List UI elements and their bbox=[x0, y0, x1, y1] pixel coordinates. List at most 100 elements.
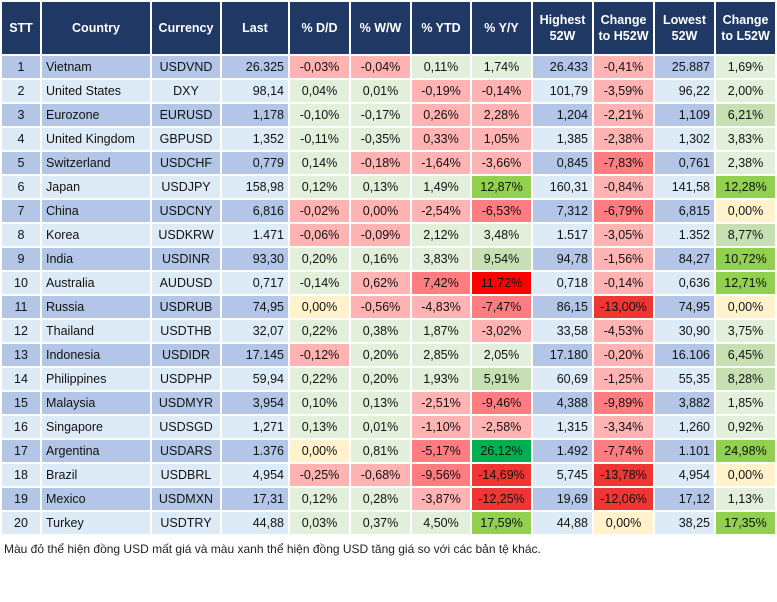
cell-dd: 0,22% bbox=[288, 318, 351, 344]
cell-stt: 11 bbox=[0, 294, 42, 320]
cell-stt: 8 bbox=[0, 222, 42, 248]
cell-stt: 13 bbox=[0, 342, 42, 368]
cell-chg-high: -6,79% bbox=[592, 198, 655, 224]
cell-ww: 0,20% bbox=[349, 342, 412, 368]
cell-country: Philippines bbox=[40, 366, 152, 392]
cell-stt: 2 bbox=[0, 78, 42, 104]
cell-ww: -0,18% bbox=[349, 150, 412, 176]
cell-currency: USDTHB bbox=[150, 318, 222, 344]
cell-ww: -0,35% bbox=[349, 126, 412, 152]
cell-last: 158,98 bbox=[220, 174, 290, 200]
cell-dd: 0,00% bbox=[288, 294, 351, 320]
cell-dd: -0,02% bbox=[288, 198, 351, 224]
cell-last: 6,816 bbox=[220, 198, 290, 224]
cell-stt: 19 bbox=[0, 486, 42, 512]
cell-yy: -9,46% bbox=[470, 390, 533, 416]
cell-last: 0,717 bbox=[220, 270, 290, 296]
cell-low: 0,761 bbox=[653, 150, 716, 176]
cell-chg-low: 1,85% bbox=[714, 390, 777, 416]
cell-ytd: -5,17% bbox=[410, 438, 472, 464]
cell-chg-low: 0,00% bbox=[714, 198, 777, 224]
cell-currency: USDMYR bbox=[150, 390, 222, 416]
cell-stt: 6 bbox=[0, 174, 42, 200]
cell-ww: 0,62% bbox=[349, 270, 412, 296]
cell-chg-high: -0,14% bbox=[592, 270, 655, 296]
cell-stt: 3 bbox=[0, 102, 42, 128]
cell-low: 96,22 bbox=[653, 78, 716, 104]
cell-yy: -6,53% bbox=[470, 198, 533, 224]
cell-currency: USDMXN bbox=[150, 486, 222, 512]
cell-yy: -0,14% bbox=[470, 78, 533, 104]
cell-low: 17,12 bbox=[653, 486, 716, 512]
cell-chg-high: -1,56% bbox=[592, 246, 655, 272]
cell-chg-low: 0,00% bbox=[714, 462, 777, 488]
cell-chg-high: 0,00% bbox=[592, 510, 655, 536]
table-row: 6 Japan USDJPY 158,98 0,12% 0,13% 1,49% 12,87% 1… bbox=[0, 174, 777, 200]
cell-chg-low: 2,38% bbox=[714, 150, 777, 176]
cell-high: 1,204 bbox=[531, 102, 594, 128]
cell-ytd: -1,64% bbox=[410, 150, 472, 176]
cell-yy: -2,58% bbox=[470, 414, 533, 440]
cell-yy: -7,47% bbox=[470, 294, 533, 320]
cell-stt: 12 bbox=[0, 318, 42, 344]
cell-country: Thailand bbox=[40, 318, 152, 344]
cell-chg-high: -1,25% bbox=[592, 366, 655, 392]
cell-ytd: 1,49% bbox=[410, 174, 472, 200]
cell-dd: -0,12% bbox=[288, 342, 351, 368]
cell-high: 17.180 bbox=[531, 342, 594, 368]
cell-chg-high: -13,78% bbox=[592, 462, 655, 488]
cell-stt: 7 bbox=[0, 198, 42, 224]
cell-country: Eurozone bbox=[40, 102, 152, 128]
cell-low: 84,27 bbox=[653, 246, 716, 272]
cell-low: 55,35 bbox=[653, 366, 716, 392]
cell-chg-high: -3,34% bbox=[592, 414, 655, 440]
cell-ww: 0,28% bbox=[349, 486, 412, 512]
cell-country: Russia bbox=[40, 294, 152, 320]
cell-high: 19,69 bbox=[531, 486, 594, 512]
table-row: 14 Philippines USDPHP 59,94 0,22% 0,20% 1,93% 5… bbox=[0, 366, 777, 392]
cell-ytd: 0,33% bbox=[410, 126, 472, 152]
cell-last: 32,07 bbox=[220, 318, 290, 344]
cell-currency: USDTRY bbox=[150, 510, 222, 536]
cell-ytd: 7,42% bbox=[410, 270, 472, 296]
cell-high: 44,88 bbox=[531, 510, 594, 536]
cell-yy: 26,12% bbox=[470, 438, 533, 464]
cell-yy: 17,59% bbox=[470, 510, 533, 536]
cell-high: 1.517 bbox=[531, 222, 594, 248]
table-row: 13 Indonesia USDIDR 17.145 -0,12% 0,20% 2,85% 2… bbox=[0, 342, 777, 368]
cell-yy: 12,87% bbox=[470, 174, 533, 200]
cell-stt: 20 bbox=[0, 510, 42, 536]
cell-low: 1,260 bbox=[653, 414, 716, 440]
table-row: 4 United Kingdom GBPUSD 1,352 -0,11% -0,35% 0,… bbox=[0, 126, 777, 152]
cell-chg-high: -7,83% bbox=[592, 150, 655, 176]
cell-last: 17,31 bbox=[220, 486, 290, 512]
cell-country: Brazil bbox=[40, 462, 152, 488]
cell-last: 1.376 bbox=[220, 438, 290, 464]
cell-currency: USDCHF bbox=[150, 150, 222, 176]
cell-currency: USDIDR bbox=[150, 342, 222, 368]
cell-ytd: -2,54% bbox=[410, 198, 472, 224]
cell-stt: 1 bbox=[0, 54, 42, 80]
cell-country: India bbox=[40, 246, 152, 272]
cell-ytd: -9,56% bbox=[410, 462, 472, 488]
cell-country: Singapore bbox=[40, 414, 152, 440]
cell-ww: 0,13% bbox=[349, 390, 412, 416]
cell-last: 3,954 bbox=[220, 390, 290, 416]
cell-last: 17.145 bbox=[220, 342, 290, 368]
cell-high: 1,315 bbox=[531, 414, 594, 440]
cell-ww: 0,01% bbox=[349, 78, 412, 104]
cell-yy: 1,05% bbox=[470, 126, 533, 152]
table-row: 10 Australia AUDUSD 0,717 -0,14% 0,62% 7,42% 11… bbox=[0, 270, 777, 296]
cell-ytd: 2,12% bbox=[410, 222, 472, 248]
cell-chg-high: -2,38% bbox=[592, 126, 655, 152]
cell-chg-low: 6,45% bbox=[714, 342, 777, 368]
cell-ww: 0,20% bbox=[349, 366, 412, 392]
cell-last: 74,95 bbox=[220, 294, 290, 320]
cell-low: 16.106 bbox=[653, 342, 716, 368]
cell-yy: 2,28% bbox=[470, 102, 533, 128]
cell-ww: 0,00% bbox=[349, 198, 412, 224]
cell-last: 26.325 bbox=[220, 54, 290, 80]
cell-chg-high: -13,00% bbox=[592, 294, 655, 320]
cell-dd: 0,10% bbox=[288, 390, 351, 416]
cell-yy: -12,25% bbox=[470, 486, 533, 512]
